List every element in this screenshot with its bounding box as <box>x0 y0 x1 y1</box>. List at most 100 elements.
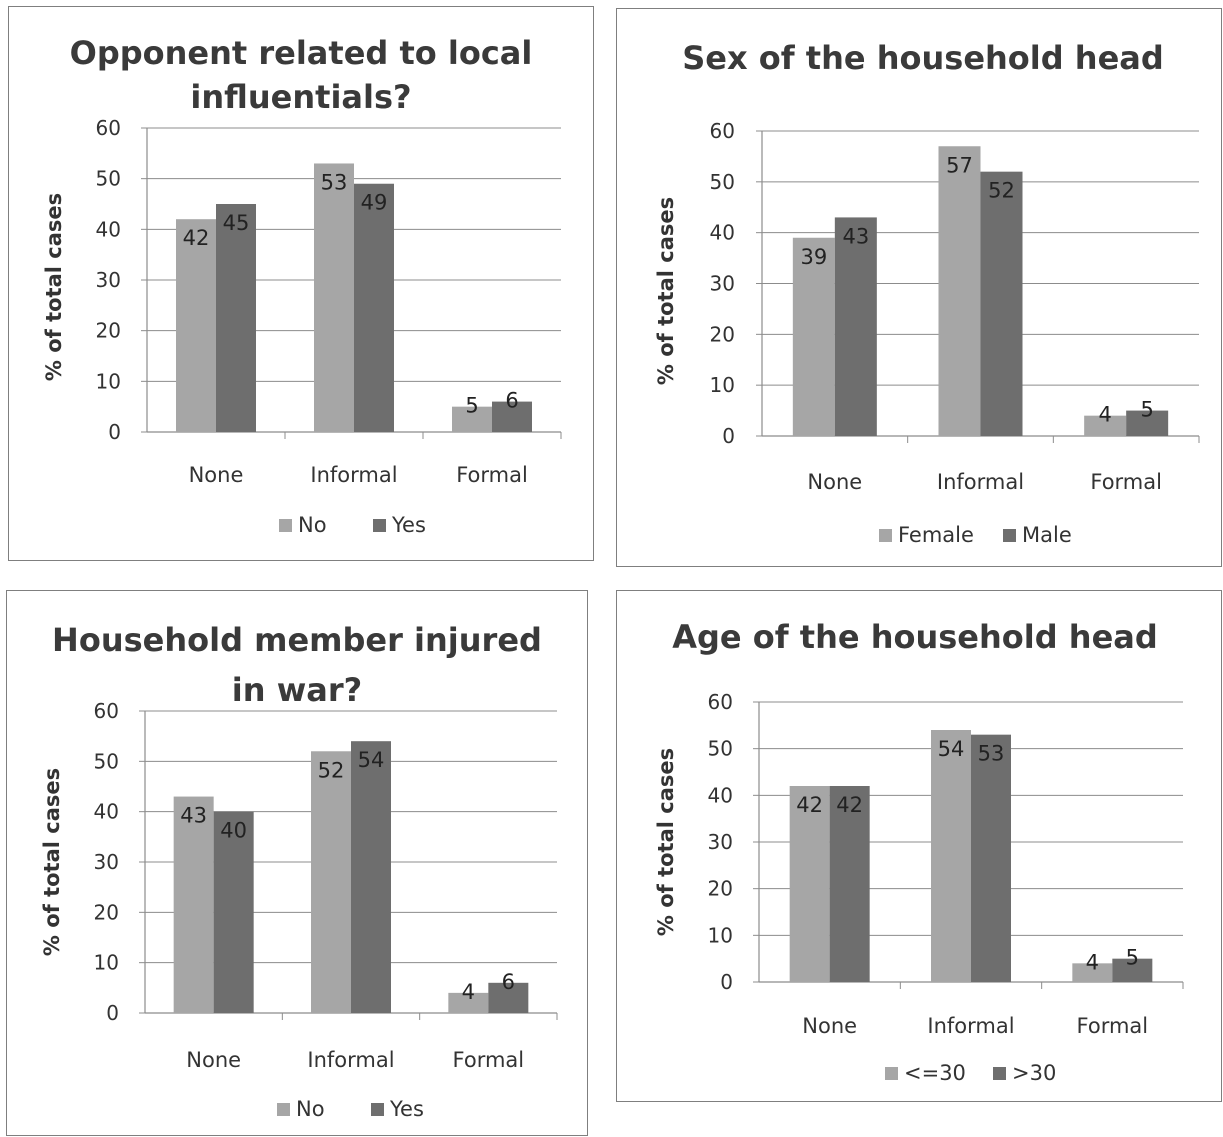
data-label: 42 <box>183 226 210 250</box>
y-tick-label: 20 <box>94 900 119 924</box>
data-label: 39 <box>800 245 827 269</box>
legend-label: Male <box>1022 523 1072 547</box>
data-label: 6 <box>505 389 518 413</box>
chart-panel-opponent-influentials: Opponent related to local influentials? 0 1… <box>8 6 594 561</box>
chart-svg: Opponent related to local influentials? 0 1… <box>42 34 562 537</box>
bar-No <box>176 219 216 432</box>
y-tick-label: 40 <box>94 800 119 824</box>
data-label: 6 <box>502 970 515 994</box>
y-tick-label: 30 <box>96 268 121 292</box>
y-tick-label: 0 <box>108 420 121 444</box>
data-label: 5 <box>465 394 478 418</box>
x-tick-label: None <box>186 1048 241 1072</box>
chart-title: Age of the household head <box>672 618 1158 656</box>
chart-title: Household member injured <box>52 621 542 659</box>
data-label: 42 <box>796 793 823 817</box>
y-tick-label: 30 <box>708 830 733 854</box>
data-label: 42 <box>836 793 863 817</box>
legend-swatch <box>885 1067 898 1080</box>
y-tick-label: 60 <box>96 116 121 140</box>
legend-swatch <box>277 1103 290 1116</box>
chart-title: Opponent related to local <box>70 34 533 72</box>
legend-swatch <box>373 519 386 532</box>
legend-swatch <box>1003 529 1016 542</box>
y-tick-label: 50 <box>94 749 119 773</box>
x-tick-label: None <box>189 463 244 487</box>
legend-label: Yes <box>389 1097 424 1121</box>
bar-Female <box>938 146 981 436</box>
chart-svg: Household member injured in war? 0 10 20 30 40… <box>40 621 558 1121</box>
bar-Yes <box>354 183 394 432</box>
x-tick-label: Formal <box>1077 1014 1149 1038</box>
legend-label: No <box>298 513 327 537</box>
legend-label: >30 <box>1012 1061 1056 1085</box>
chart-panel-age-household-head: Age of the household head 0 10 20 30 40 50 60 % … <box>616 590 1222 1102</box>
legend-label: No <box>296 1097 325 1121</box>
x-tick-label: Informal <box>937 470 1024 494</box>
data-label: 4 <box>462 980 475 1004</box>
y-axis-label: % of total cases <box>654 197 678 385</box>
y-tick-label: 20 <box>710 322 735 346</box>
bar-<=30 <box>789 786 830 982</box>
data-label: 54 <box>938 737 965 761</box>
y-axis-label: % of total cases <box>40 768 64 956</box>
bar-Yes <box>351 741 391 1013</box>
data-label: 4 <box>1086 950 1099 974</box>
data-label: 40 <box>220 819 247 843</box>
data-label: 4 <box>1098 403 1111 427</box>
data-label: 5 <box>1126 946 1139 970</box>
bar-No <box>448 992 489 1013</box>
bar-No <box>311 751 351 1013</box>
y-tick-label: 40 <box>96 217 121 241</box>
y-tick-label: 40 <box>708 783 733 807</box>
bar-<=30 <box>931 730 971 982</box>
bar-Male <box>1126 410 1169 436</box>
x-tick-label: Formal <box>453 1048 525 1072</box>
y-tick-label: 20 <box>96 319 121 343</box>
y-tick-label: 0 <box>722 424 735 448</box>
data-label: 5 <box>1140 398 1153 422</box>
bar-No <box>452 406 492 432</box>
y-tick-label: 50 <box>710 170 735 194</box>
y-tick-label: 60 <box>708 690 733 714</box>
legend-swatch <box>993 1067 1006 1080</box>
data-label: 57 <box>946 153 973 177</box>
data-label: 43 <box>180 804 207 828</box>
bar-Male <box>980 171 1023 436</box>
x-tick-label: Informal <box>307 1048 394 1072</box>
legend-swatch <box>371 1103 384 1116</box>
data-label: 53 <box>978 742 1005 766</box>
bar->30 <box>971 734 1011 982</box>
y-tick-label: 40 <box>710 221 735 245</box>
y-tick-label: 0 <box>106 1001 119 1025</box>
chart-title: influentials? <box>190 78 411 116</box>
chart-svg: Age of the household head 0 10 20 30 40 50 60 % … <box>654 618 1184 1085</box>
bar-No <box>314 163 354 432</box>
legend-swatch <box>879 529 892 542</box>
chart-title: in war? <box>232 671 362 709</box>
legend-swatch <box>279 519 292 532</box>
y-tick-label: 50 <box>96 167 121 191</box>
bar-No <box>173 796 214 1013</box>
data-label: 43 <box>842 224 869 248</box>
y-tick-label: 50 <box>708 737 733 761</box>
y-axis-label: % of total cases <box>654 748 678 936</box>
x-tick-label: Formal <box>1090 470 1162 494</box>
y-tick-label: 60 <box>710 119 735 143</box>
bar-Yes <box>216 204 256 432</box>
x-tick-label: None <box>807 470 862 494</box>
legend-label: Yes <box>391 513 426 537</box>
chart-panel-member-injured: Household member injured in war? 0 10 20 30 40… <box>6 590 588 1136</box>
y-tick-label: 30 <box>710 272 735 296</box>
y-tick-label: 10 <box>94 951 119 975</box>
data-label: 45 <box>223 211 250 235</box>
chart-title: Sex of the household head <box>682 39 1164 77</box>
y-tick-label: 10 <box>96 369 121 393</box>
legend-label: <=30 <box>904 1061 966 1085</box>
y-tick-label: 60 <box>94 699 119 723</box>
bar-<=30 <box>1072 963 1113 982</box>
bar-Female <box>1084 415 1127 436</box>
chart-svg: Sex of the household head 0 10 20 30 40 50 60 % … <box>654 39 1200 547</box>
bar-Male <box>834 217 877 436</box>
bar->30 <box>1112 958 1153 982</box>
